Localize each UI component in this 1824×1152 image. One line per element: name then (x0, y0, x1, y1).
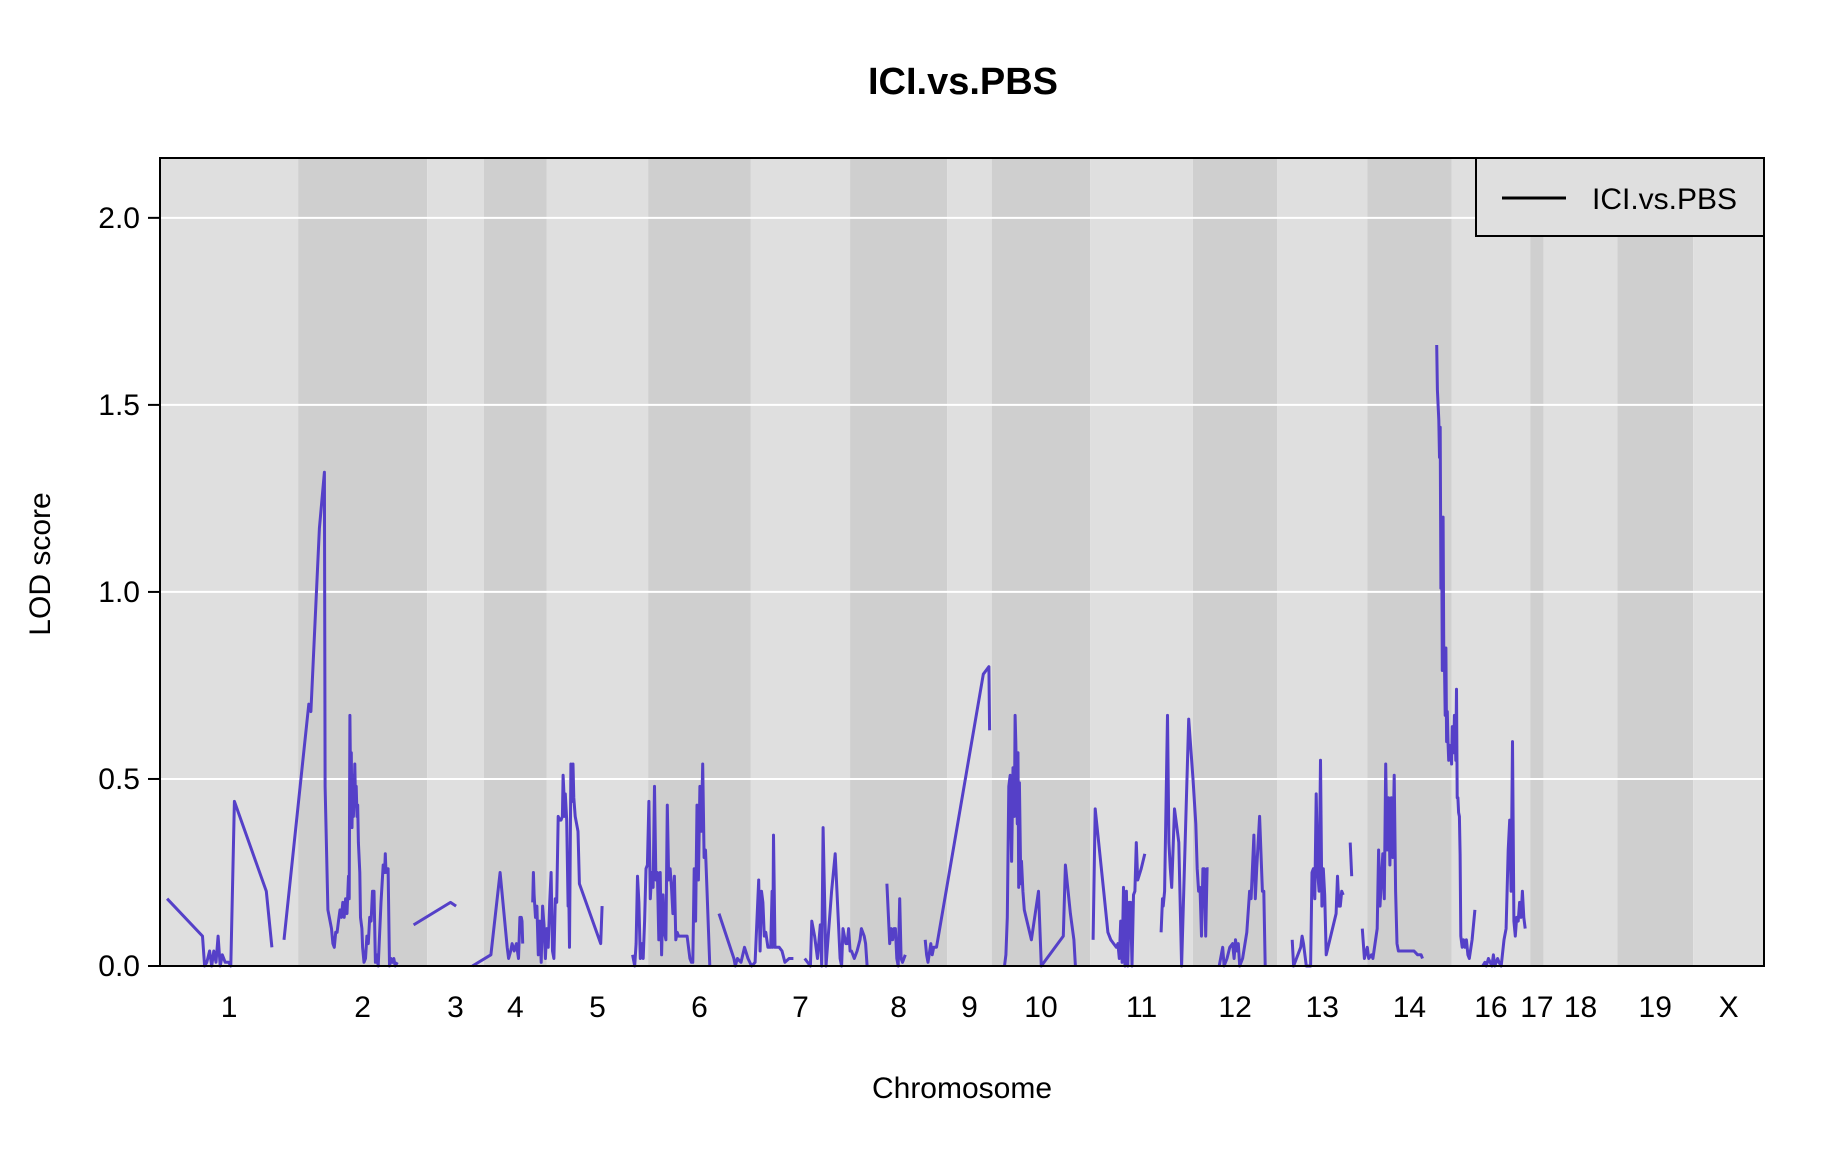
series-line-segment (803, 826, 869, 968)
series-line-segment (471, 871, 525, 968)
x-axis: 1 2 3 4 5 6 7 8 9 10 11 12 13 14 16 17 18 19 X (221, 991, 1739, 1024)
chromosome-band-12 (1192, 158, 1278, 966)
legend: ICI.vs.PBS (1475, 157, 1765, 237)
chromosome-bands (160, 158, 1764, 966)
chromosome-band-1 (160, 158, 299, 966)
x-tick-label-chr-16: 16 (1474, 991, 1507, 1024)
x-tick-label-chr-18: 18 (1564, 991, 1597, 1024)
series-line-segment (1217, 814, 1267, 968)
x-tick-label-chr-13: 13 (1306, 991, 1339, 1024)
chromosome-band-17 (1530, 158, 1544, 966)
series-line-segment (885, 883, 907, 968)
chromosome-band-19 (1617, 158, 1694, 966)
series-line-segment (1435, 344, 1477, 960)
x-tick-label-chr-9: 9 (961, 991, 978, 1024)
x-tick-label-chr-6: 6 (691, 991, 708, 1024)
chromosome-band-16 (1451, 158, 1531, 966)
series-line-segment (1159, 713, 1209, 968)
y-tick-label: 1.0 (98, 576, 140, 609)
x-tick-label-chr-4: 4 (507, 991, 524, 1024)
y-tick-label: 0.0 (98, 950, 140, 983)
x-tick-label-chr-14: 14 (1393, 991, 1426, 1024)
x-tick-label-chr-19: 19 (1639, 991, 1672, 1024)
x-tick-label-chr-x: X (1719, 991, 1739, 1024)
chromosome-band-3 (427, 158, 484, 966)
y-axis-label: LOD score (24, 492, 57, 635)
chart-title: ICI.vs.PBS (868, 61, 1058, 103)
series-layer (166, 344, 1527, 968)
series-line-segment (631, 762, 712, 968)
x-tick-label-chr-7: 7 (792, 991, 809, 1024)
x-tick-label-chr-3: 3 (447, 991, 464, 1024)
x-tick-label-chr-12: 12 (1218, 991, 1251, 1024)
x-tick-label-chr-10: 10 (1024, 991, 1057, 1024)
chromosome-band-2 (298, 158, 428, 966)
chromosome-band-7 (750, 158, 851, 966)
series-line-segment (1360, 762, 1424, 960)
series-line-segment (1091, 807, 1147, 968)
series-line-segment (1348, 842, 1354, 877)
y-tick-label: 2.0 (98, 202, 140, 235)
series-line-segment (531, 762, 604, 964)
x-tick-label-chr-11: 11 (1126, 991, 1157, 1024)
chromosome-band-8 (850, 158, 948, 966)
legend-entry: ICI.vs.PBS (1592, 183, 1737, 216)
series-line-segment (1003, 713, 1077, 968)
chromosome-band-x (1693, 158, 1764, 966)
plot-frame (159, 157, 1765, 967)
chromosome-band-11 (1090, 158, 1193, 966)
x-tick-label-chr-5: 5 (589, 991, 606, 1024)
series-line-segment (717, 833, 794, 968)
series-line-segment (923, 665, 992, 964)
x-tick-label-chr-2: 2 (354, 991, 371, 1024)
x-tick-label-chr-8: 8 (890, 991, 907, 1024)
chromosome-band-18 (1543, 158, 1618, 966)
x-tick-label-chr-17: 17 (1520, 991, 1553, 1024)
chromosome-band-4 (483, 158, 547, 966)
x-axis-label: Chromosome (872, 1072, 1052, 1105)
y-tick-label: 1.5 (98, 389, 140, 422)
series-line-segment (282, 470, 399, 968)
y-axis: 0.0 0.5 1.0 1.5 2.0 (98, 202, 160, 983)
x-tick-label-chr-1: 1 (221, 991, 238, 1024)
series-line-segment (412, 900, 457, 927)
y-tick-label: 0.5 (98, 763, 140, 796)
chromosome-band-5 (546, 158, 649, 966)
series-line-segment (1290, 758, 1345, 968)
chromosome-band-14 (1367, 158, 1452, 966)
series-line-segment (166, 799, 274, 968)
chromosome-band-9 (947, 158, 992, 966)
chromosome-band-10 (991, 158, 1091, 966)
